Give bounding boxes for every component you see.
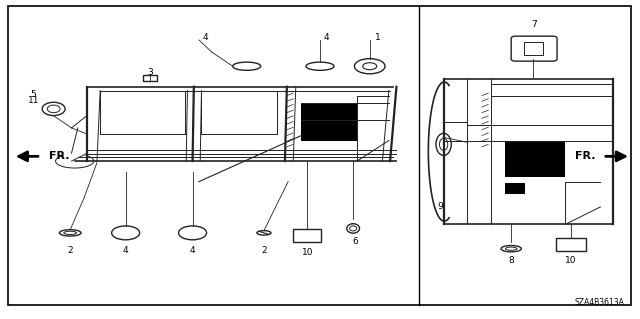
Bar [505, 183, 525, 194]
Text: 1: 1 [374, 33, 380, 42]
Text: 4: 4 [123, 246, 129, 255]
Text: 5: 5 [30, 90, 36, 99]
Text: FR.: FR. [49, 151, 69, 161]
Text: 2: 2 [67, 246, 73, 255]
Text: FR.: FR. [575, 151, 595, 161]
Bar [293, 229, 321, 242]
Text: 3: 3 [147, 68, 153, 77]
Bar [301, 104, 357, 141]
Text: 2: 2 [261, 246, 267, 255]
Text: 6: 6 [353, 237, 358, 246]
Bar [524, 42, 543, 55]
Text: 4: 4 [202, 33, 208, 42]
Text: 8: 8 [508, 256, 514, 264]
Text: SZA4B3613A: SZA4B3613A [574, 298, 624, 307]
Bar [505, 141, 565, 177]
Bar [143, 75, 157, 81]
Bar [556, 238, 586, 251]
Text: 9: 9 [437, 202, 443, 211]
Text: 7: 7 [531, 20, 537, 29]
Text: 4: 4 [189, 246, 195, 255]
Text: 11: 11 [28, 97, 39, 106]
Text: 4: 4 [324, 33, 329, 42]
Text: 10: 10 [301, 248, 313, 257]
Text: 10: 10 [565, 256, 577, 264]
